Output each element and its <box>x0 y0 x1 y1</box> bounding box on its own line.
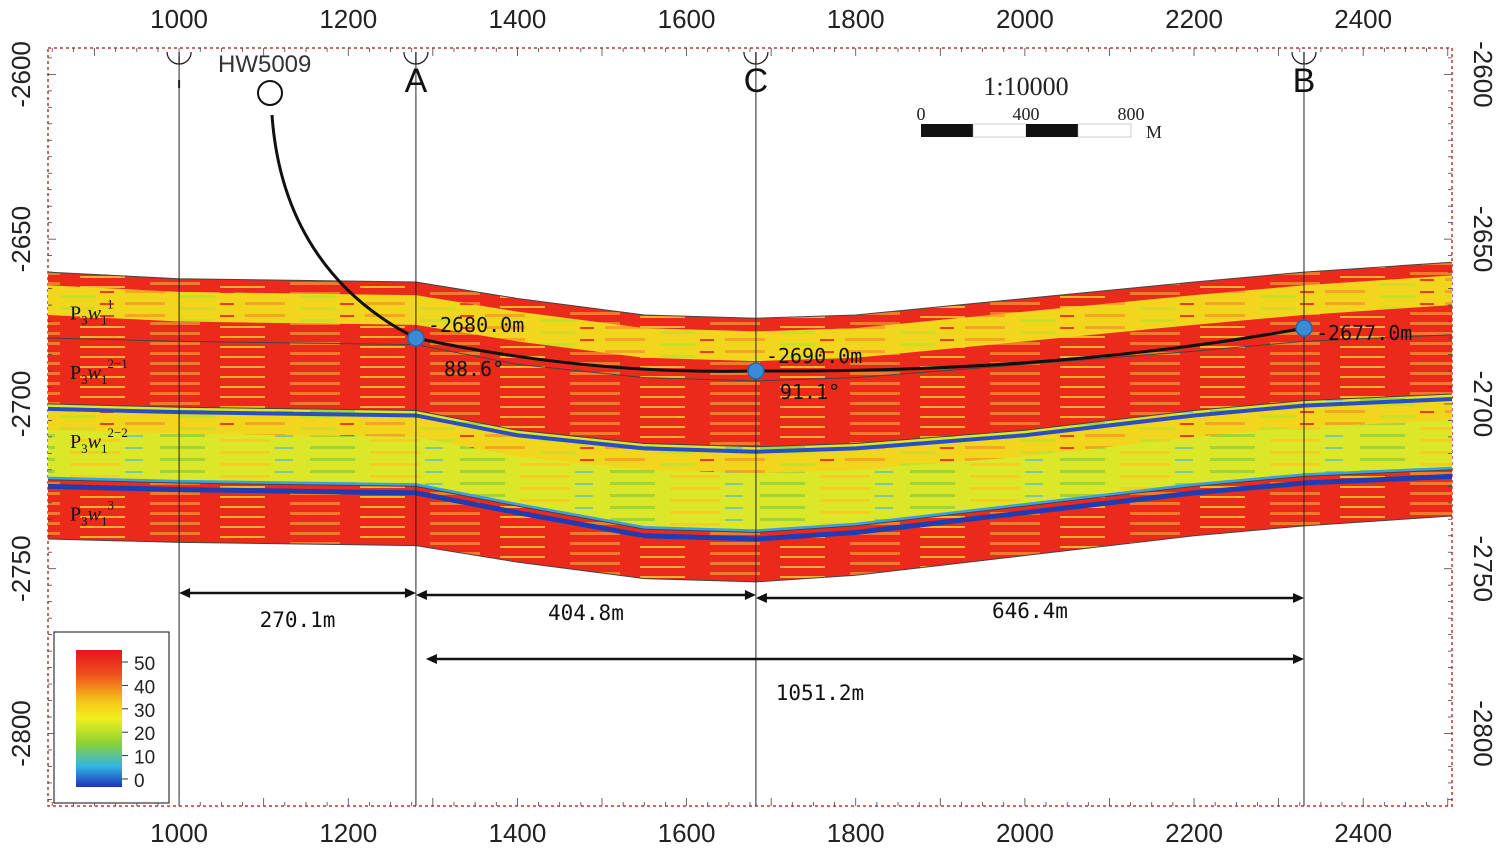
well-name: HW5009 <box>218 51 311 78</box>
scale-segment-1 <box>921 124 973 137</box>
distance-label-2: 646.4m <box>992 599 1068 623</box>
distance-label-3: 1051.2m <box>776 681 865 705</box>
well-label-B: B <box>1293 62 1316 100</box>
x-tick-top-1200: 1200 <box>319 4 377 34</box>
x-tick-bottom-2200: 2200 <box>1165 818 1223 848</box>
target-point-0 <box>407 329 425 347</box>
distance-label-1: 404.8m <box>548 601 624 625</box>
x-tick-bottom-1000: 1000 <box>150 818 208 848</box>
y-tick-left--2700: -2700 <box>6 371 36 438</box>
distance-arrow-0-head-left <box>179 588 191 598</box>
layer-2-1-band <box>48 334 1452 447</box>
depth-label-1: -2690.0m <box>766 344 862 368</box>
target-point-1 <box>747 362 765 380</box>
scale-label-800: 800 <box>1118 104 1145 124</box>
well-label-A: A <box>405 62 428 100</box>
distance-arrow-3-head-left <box>425 654 437 664</box>
axes: 1000100012001200140014001600160018001800… <box>6 4 1498 848</box>
x-tick-bottom-1200: 1200 <box>319 818 377 848</box>
x-tick-top-2400: 2400 <box>1334 4 1392 34</box>
angle-label-0: 88.6° <box>444 357 504 381</box>
layer-1-yellow <box>48 275 1452 362</box>
distance-arrow-0-head-right <box>404 588 416 598</box>
layer-label-3: P3w12−2 <box>70 425 128 456</box>
scale-bar: 1:10000 0 400 800 M <box>917 72 1163 142</box>
depth-label-2: -2677.0m <box>1316 321 1412 345</box>
y-tick-right--2700: -2700 <box>1468 371 1498 438</box>
angle-label-1: 91.1° <box>780 380 840 404</box>
y-tick-left--2650: -2650 <box>6 206 36 273</box>
scale-segment-3 <box>1026 124 1078 137</box>
legend-colorbar <box>76 650 122 787</box>
layer-label-4: P3w13 <box>70 498 114 529</box>
depth-label-0: -2680.0m <box>428 313 524 337</box>
distance-arrow-2-head-right <box>1292 593 1304 603</box>
legend-tick-50: 50 <box>134 654 155 675</box>
layer-1-band <box>48 262 1452 381</box>
x-tick-bottom-1600: 1600 <box>658 818 716 848</box>
layer-label-1: P3w11 <box>70 297 114 328</box>
x-tick-bottom-2400: 2400 <box>1334 818 1392 848</box>
x-tick-top-1600: 1600 <box>658 4 716 34</box>
scale-label-0: 0 <box>917 104 926 124</box>
x-tick-top-2200: 2200 <box>1165 4 1223 34</box>
x-tick-top-1800: 1800 <box>827 4 885 34</box>
scale-segment-4 <box>1077 123 1132 138</box>
wellhead-circle <box>257 80 283 106</box>
y-tick-left--2600: -2600 <box>6 41 36 108</box>
layer-3-band <box>48 469 1452 582</box>
y-tick-right--2750: -2750 <box>1468 535 1498 602</box>
y-tick-right--2600: -2600 <box>1468 41 1498 108</box>
legend-tick-0: 0 <box>134 771 145 792</box>
scale-segment-2 <box>972 123 1027 138</box>
legend-tick-20: 20 <box>134 724 155 745</box>
scale-ratio: 1:10000 <box>983 72 1068 101</box>
target-point-2 <box>1295 319 1313 337</box>
y-tick-right--2800: -2800 <box>1468 700 1498 767</box>
x-tick-bottom-1400: 1400 <box>488 818 546 848</box>
y-tick-left--2750: -2750 <box>6 535 36 602</box>
x-tick-top-2000: 2000 <box>996 4 1054 34</box>
well-label-C: C <box>744 62 769 100</box>
well-trajectory <box>270 114 1305 373</box>
x-tick-bottom-2000: 2000 <box>996 818 1054 848</box>
distance-arrow-3-head-right <box>1292 654 1304 664</box>
distance-arrow-2-head-left <box>755 593 767 603</box>
y-tick-left--2800: -2800 <box>6 700 36 767</box>
distance-label-0: 270.1m <box>260 608 336 632</box>
scale-unit: M <box>1146 122 1162 142</box>
x-tick-top-1000: 1000 <box>150 4 208 34</box>
legend-tick-40: 40 <box>134 677 155 698</box>
legend-tick-10: 10 <box>134 748 155 769</box>
scale-label-400: 400 <box>1013 104 1040 124</box>
distance-arrow-1-head-right <box>744 590 756 600</box>
distance-arrow-1-head-left <box>415 590 427 600</box>
x-tick-bottom-1800: 1800 <box>827 818 885 848</box>
legend-tick-30: 30 <box>134 701 155 722</box>
annotations: HW5009 -2680.0m 88.6° -2690.0m 91.1° -2677.0m… <box>179 51 1412 705</box>
x-tick-top-1400: 1400 <box>488 4 546 34</box>
y-tick-right--2650: -2650 <box>1468 206 1498 273</box>
layer-label-2: P3w12−1 <box>70 356 128 387</box>
